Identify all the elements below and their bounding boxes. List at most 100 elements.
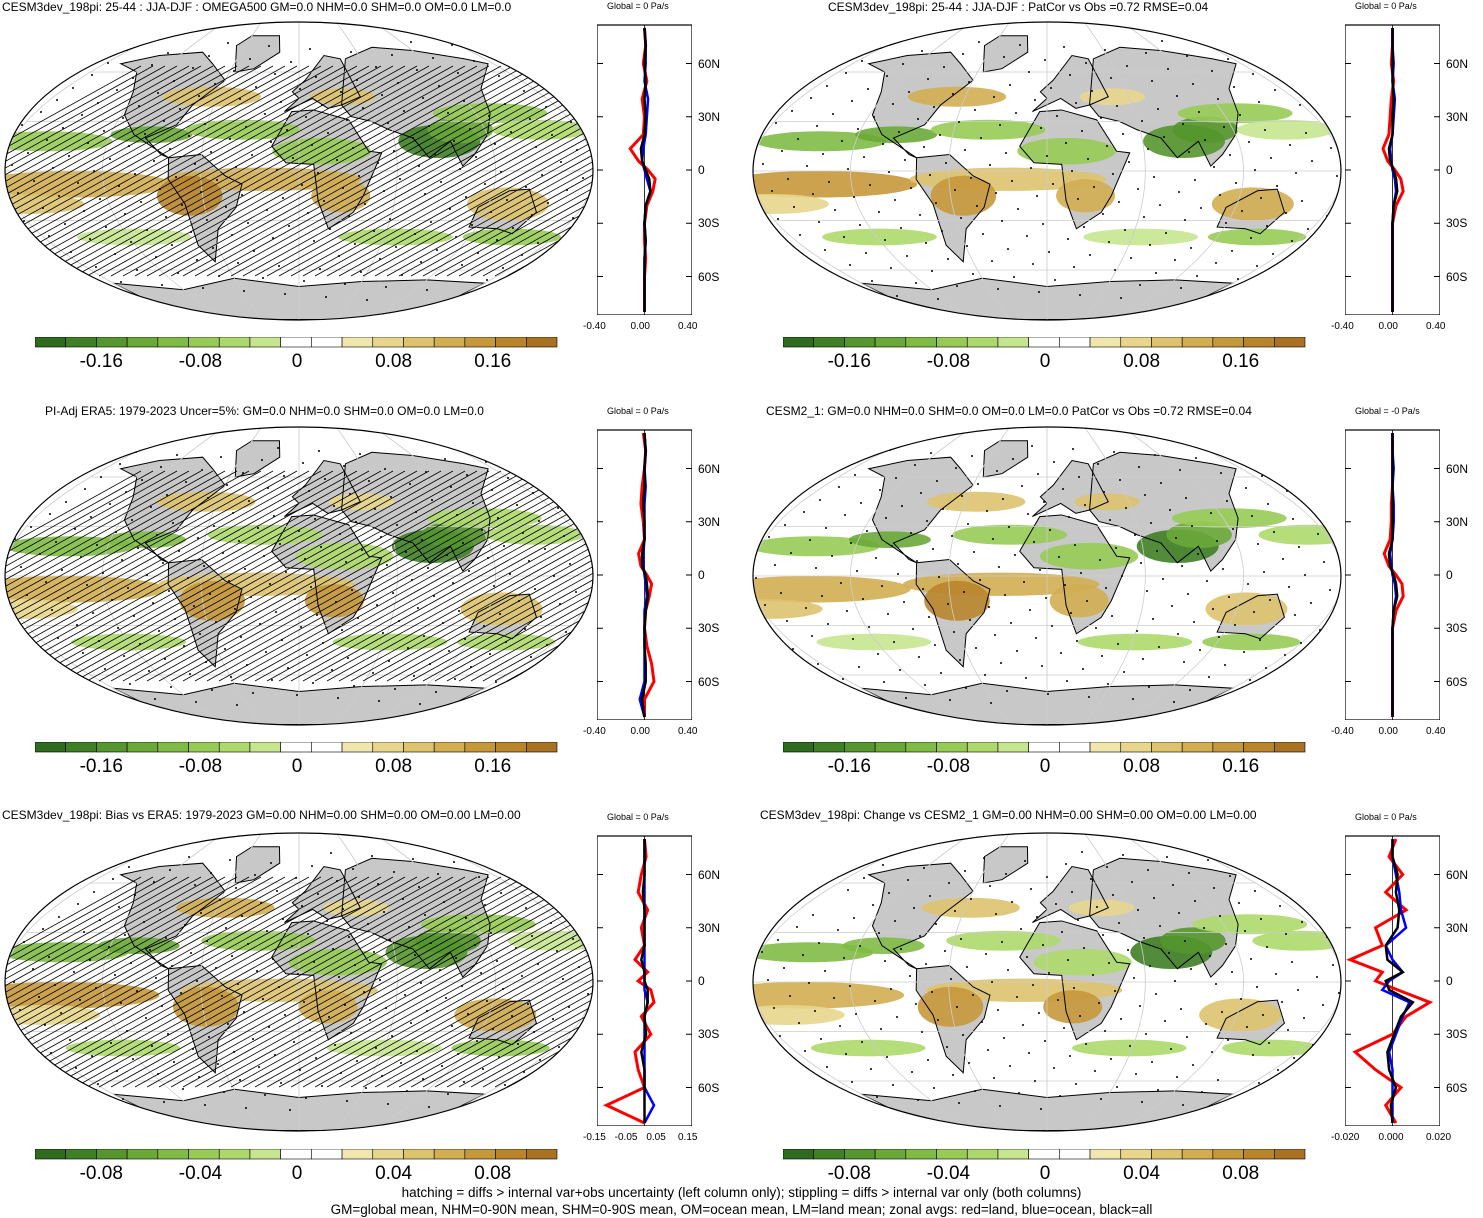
lat-tick-label: 30S — [698, 621, 720, 636]
colorbar-swatch — [1181, 742, 1214, 753]
colorbar-label: 0.16 — [1222, 351, 1260, 372]
zonal-x-tick-label: 0.00 — [1378, 321, 1398, 332]
lat-tick-label: 0 — [698, 163, 705, 177]
colorbar-swatch — [372, 1149, 404, 1160]
colorbar-swatch — [341, 742, 374, 753]
lat-tick-label: 60N — [1446, 56, 1469, 71]
colorbar-label: -0.04 — [178, 1163, 223, 1184]
zonal-x-tick-label: -0.40 — [583, 726, 606, 737]
colorbar-swatch — [1273, 742, 1306, 753]
zonal-ocean-line — [1380, 839, 1412, 1123]
colorbar-swatch — [157, 337, 189, 348]
colorbar-swatch — [813, 337, 845, 348]
colorbar-swatch — [341, 1149, 374, 1160]
panel-title: CESM3dev_198pi: 25-44 : JJA-DJF : PatCor… — [828, 0, 1209, 14]
colorbar-swatch — [495, 742, 527, 753]
zonal-x-tick-label: 0.000 — [1378, 1132, 1404, 1143]
colorbar-swatch — [1151, 337, 1183, 348]
colorbar-swatch — [188, 1149, 220, 1160]
zonal-ocean-line — [643, 839, 656, 1124]
zonal-x-tick-label: -0.05 — [614, 1132, 638, 1143]
colorbar — [783, 1149, 1306, 1160]
colorbar — [35, 337, 558, 348]
colorbar-swatch — [905, 1149, 937, 1160]
colorbar-label: 0 — [291, 351, 303, 372]
colorbar-swatch — [1089, 742, 1122, 753]
lat-tick-label: 60N — [698, 461, 721, 476]
colorbar-swatch — [1243, 1149, 1275, 1160]
colorbar-swatch — [403, 337, 435, 348]
colorbar-swatch — [874, 742, 907, 753]
zonal-x-tick-label: 0.40 — [678, 321, 698, 332]
colorbar-swatch — [218, 742, 251, 753]
zonal-x-tick-label: -0.020 — [1331, 1132, 1360, 1143]
colorbar-swatch — [372, 742, 404, 753]
zonal-mean-plot — [1345, 24, 1440, 315]
colorbar — [35, 1149, 558, 1160]
lat-tick-label: 0 — [1446, 163, 1453, 177]
colorbar-swatch — [1181, 1149, 1214, 1160]
lat-tick-label: 60N — [698, 867, 721, 882]
colorbar-swatch — [249, 337, 281, 348]
colorbar-swatch — [966, 742, 999, 753]
panel-title: CESM3dev_198pi: 25-44 : JJA-DJF : OMEGA5… — [2, 0, 512, 14]
colorbar-swatch — [525, 337, 558, 348]
colorbar-swatch — [525, 1149, 558, 1160]
lat-tick-label: 30N — [698, 920, 721, 935]
colorbar-swatch — [874, 337, 907, 348]
zonal-land-line — [628, 27, 657, 312]
lat-tick-label: 60S — [1446, 269, 1468, 284]
world-map — [752, 832, 1342, 1132]
colorbar-swatch — [783, 337, 815, 348]
zonal-x-tick-label: 0.00 — [630, 726, 650, 737]
colorbar-label: -0.08 — [926, 351, 971, 372]
zonal-title: Global = 0 Pa/s — [607, 1, 669, 11]
colorbar-swatch — [936, 337, 968, 348]
colorbar — [783, 337, 1306, 348]
colorbar-swatch — [311, 337, 343, 348]
zonal-all-line — [1387, 28, 1399, 312]
zonal-x-tick-label: -0.40 — [1331, 726, 1354, 737]
colorbar-swatch — [874, 1149, 907, 1160]
colorbar-swatch — [905, 742, 937, 753]
colorbar-swatch — [96, 742, 128, 753]
colorbar-label: -0.08 — [827, 1163, 871, 1184]
colorbar-swatch — [1059, 1149, 1091, 1160]
colorbar-swatch — [1028, 1149, 1060, 1160]
colorbar-swatch — [35, 1149, 67, 1160]
lat-tick-label: 60N — [1446, 867, 1469, 882]
zonal-all-line — [640, 839, 649, 1123]
colorbar-swatch — [65, 1149, 97, 1160]
colorbar-label: -0.16 — [79, 756, 123, 777]
lat-tick-label: 30N — [698, 109, 721, 124]
colorbar-label: 0.04 — [1123, 1163, 1161, 1184]
colorbar-swatch — [1151, 1149, 1183, 1160]
colorbar-swatch — [96, 1149, 128, 1160]
colorbar-label: -0.08 — [178, 756, 223, 777]
zonal-all-line — [639, 27, 652, 312]
colorbar-label: -0.16 — [827, 756, 871, 777]
colorbar-swatch — [1273, 337, 1306, 348]
colorbar-swatch — [1120, 337, 1152, 348]
lat-tick-label: 30S — [1446, 216, 1468, 231]
colorbar-swatch — [126, 337, 159, 348]
colorbar — [35, 742, 558, 753]
colorbar-swatch — [249, 1149, 281, 1160]
colorbar-swatch — [1212, 337, 1244, 348]
zonal-title: Global = 0 Pa/s — [607, 406, 669, 416]
colorbar-swatch — [813, 1149, 845, 1160]
zonal-x-tick-label: 0.40 — [1426, 726, 1446, 737]
colorbar-swatch — [341, 337, 374, 348]
colorbar-swatch — [35, 337, 67, 348]
colorbar-swatch — [433, 337, 466, 348]
colorbar-swatch — [1028, 742, 1060, 753]
zonal-title: Global = 0 Pa/s — [1355, 1, 1417, 11]
world-map — [4, 21, 594, 321]
colorbar-label: 0 — [1039, 756, 1051, 777]
zonal-title: Global = 0 Pa/s — [607, 812, 669, 822]
colorbar-swatch — [844, 1149, 876, 1160]
zonal-x-tick-label: -0.40 — [1331, 321, 1354, 332]
lat-tick-label: 30S — [698, 1027, 720, 1042]
colorbar-swatch — [1089, 337, 1122, 348]
lat-tick-label: 30N — [698, 514, 721, 529]
